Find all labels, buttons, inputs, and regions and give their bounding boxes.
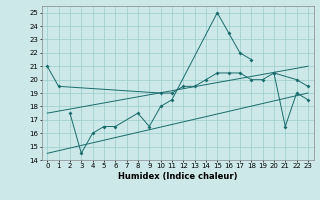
X-axis label: Humidex (Indice chaleur): Humidex (Indice chaleur) bbox=[118, 172, 237, 181]
